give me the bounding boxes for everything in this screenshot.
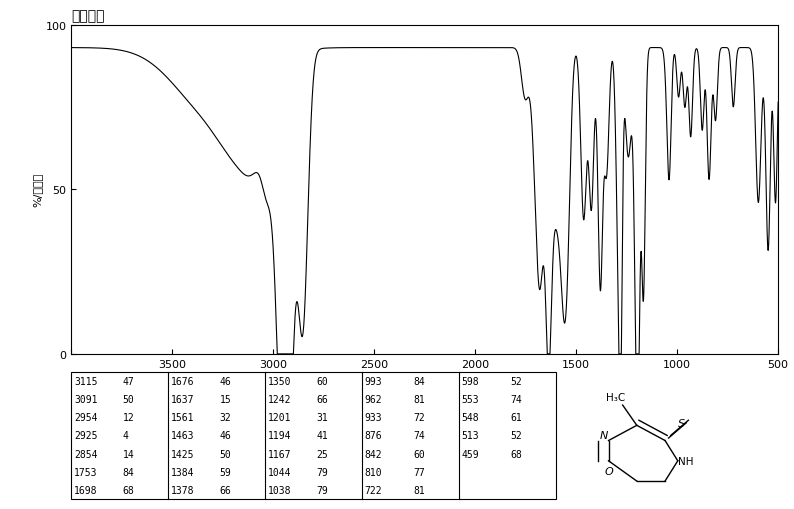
- Text: 61: 61: [510, 413, 522, 422]
- Text: 553: 553: [461, 394, 479, 405]
- Text: 52: 52: [510, 377, 522, 386]
- Text: 66: 66: [316, 394, 328, 405]
- Text: 79: 79: [316, 485, 328, 495]
- Text: 2854: 2854: [75, 448, 98, 459]
- Text: O: O: [604, 466, 613, 476]
- Text: 66: 66: [220, 485, 231, 495]
- Text: 962: 962: [364, 394, 383, 405]
- Text: 52: 52: [510, 431, 522, 441]
- Text: 84: 84: [413, 377, 425, 386]
- Text: 1044: 1044: [268, 467, 291, 477]
- Y-axis label: %/透过率: %/透过率: [33, 173, 43, 207]
- Text: 32: 32: [220, 413, 231, 422]
- Text: 3091: 3091: [75, 394, 98, 405]
- Text: 1637: 1637: [171, 394, 195, 405]
- X-axis label: 波数/cm⁻¹: 波数/cm⁻¹: [400, 372, 449, 385]
- Text: 598: 598: [461, 377, 479, 386]
- Text: 25: 25: [316, 448, 328, 459]
- Text: S: S: [678, 418, 685, 428]
- Text: 60: 60: [413, 448, 425, 459]
- Text: 50: 50: [123, 394, 134, 405]
- Text: 46: 46: [220, 431, 231, 441]
- Text: 810: 810: [364, 467, 383, 477]
- Text: 1167: 1167: [268, 448, 291, 459]
- Text: 1194: 1194: [268, 431, 291, 441]
- Text: 74: 74: [510, 394, 522, 405]
- Text: 876: 876: [364, 431, 383, 441]
- Text: 993: 993: [364, 377, 383, 386]
- Text: 1753: 1753: [75, 467, 98, 477]
- Text: 1463: 1463: [171, 431, 195, 441]
- Text: 548: 548: [461, 413, 479, 422]
- Text: 1425: 1425: [171, 448, 195, 459]
- Text: NH: NH: [678, 456, 693, 466]
- Text: 72: 72: [413, 413, 425, 422]
- Text: 12: 12: [123, 413, 134, 422]
- Text: 59: 59: [220, 467, 231, 477]
- Bar: [71, 373, 556, 499]
- Text: 2954: 2954: [75, 413, 98, 422]
- Text: 41: 41: [316, 431, 328, 441]
- Text: 1384: 1384: [171, 467, 195, 477]
- Text: 47: 47: [123, 377, 134, 386]
- Text: 1350: 1350: [268, 377, 291, 386]
- Text: 77: 77: [413, 467, 425, 477]
- Text: 46: 46: [220, 377, 231, 386]
- Text: 1676: 1676: [171, 377, 195, 386]
- Text: 1201: 1201: [268, 413, 291, 422]
- Text: 722: 722: [364, 485, 383, 495]
- Text: 石蜡糊法: 石蜡糊法: [71, 9, 105, 23]
- Text: 60: 60: [316, 377, 328, 386]
- Text: 1038: 1038: [268, 485, 291, 495]
- Text: 933: 933: [364, 413, 383, 422]
- Text: 842: 842: [364, 448, 383, 459]
- Text: 68: 68: [510, 448, 522, 459]
- Text: 74: 74: [413, 431, 425, 441]
- Text: 15: 15: [220, 394, 231, 405]
- Text: 513: 513: [461, 431, 479, 441]
- Text: 79: 79: [316, 467, 328, 477]
- Text: 14: 14: [123, 448, 134, 459]
- Text: 1242: 1242: [268, 394, 291, 405]
- Text: 459: 459: [461, 448, 479, 459]
- Text: N: N: [600, 431, 608, 441]
- Text: 31: 31: [316, 413, 328, 422]
- Text: 3115: 3115: [75, 377, 98, 386]
- Text: 2925: 2925: [75, 431, 98, 441]
- Text: 1698: 1698: [75, 485, 98, 495]
- Text: 81: 81: [413, 485, 425, 495]
- Text: 81: 81: [413, 394, 425, 405]
- Text: 4: 4: [123, 431, 129, 441]
- Text: 1378: 1378: [171, 485, 195, 495]
- Text: 1561: 1561: [171, 413, 195, 422]
- Text: 50: 50: [220, 448, 231, 459]
- Text: H₃C: H₃C: [606, 392, 625, 403]
- Text: 84: 84: [123, 467, 134, 477]
- Text: 68: 68: [123, 485, 134, 495]
